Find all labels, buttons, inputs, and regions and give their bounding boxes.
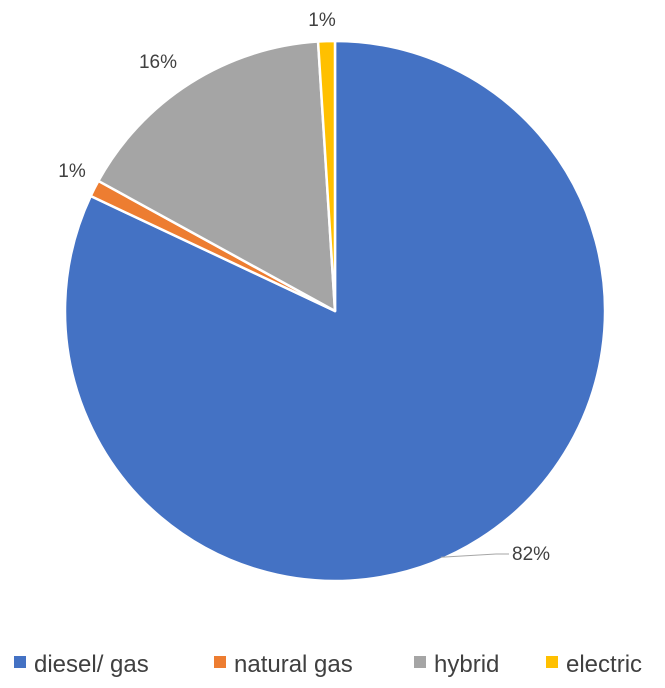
data-label: 82%: [512, 544, 550, 565]
data-labels: 82% 1% 16% 1%: [58, 10, 550, 565]
legend-swatch: [414, 656, 426, 668]
data-label: 1%: [58, 161, 86, 182]
data-label: 1%: [308, 10, 336, 31]
legend-entry: electric: [546, 651, 642, 678]
legend-swatch: [14, 656, 26, 668]
legend-label: electric: [566, 651, 642, 678]
pie-slice-hybrid: [97, 40, 337, 313]
leader-line: [440, 553, 509, 558]
legend-swatch: [546, 656, 558, 668]
legend-label: diesel/ gas: [34, 651, 149, 678]
pie-slices: [63, 39, 607, 583]
legend-entry: natural gas: [214, 651, 353, 678]
legend-label: hybrid: [434, 651, 499, 678]
data-label: 16%: [139, 52, 177, 73]
legend-swatch: [214, 656, 226, 668]
legend-label: natural gas: [234, 651, 353, 678]
legend-entry: diesel/ gas: [14, 651, 149, 678]
legend: diesel/ gas natural gas hybrid electric: [14, 651, 642, 678]
legend-entry: hybrid: [414, 651, 499, 678]
pie-slice-electric: [316, 39, 337, 313]
